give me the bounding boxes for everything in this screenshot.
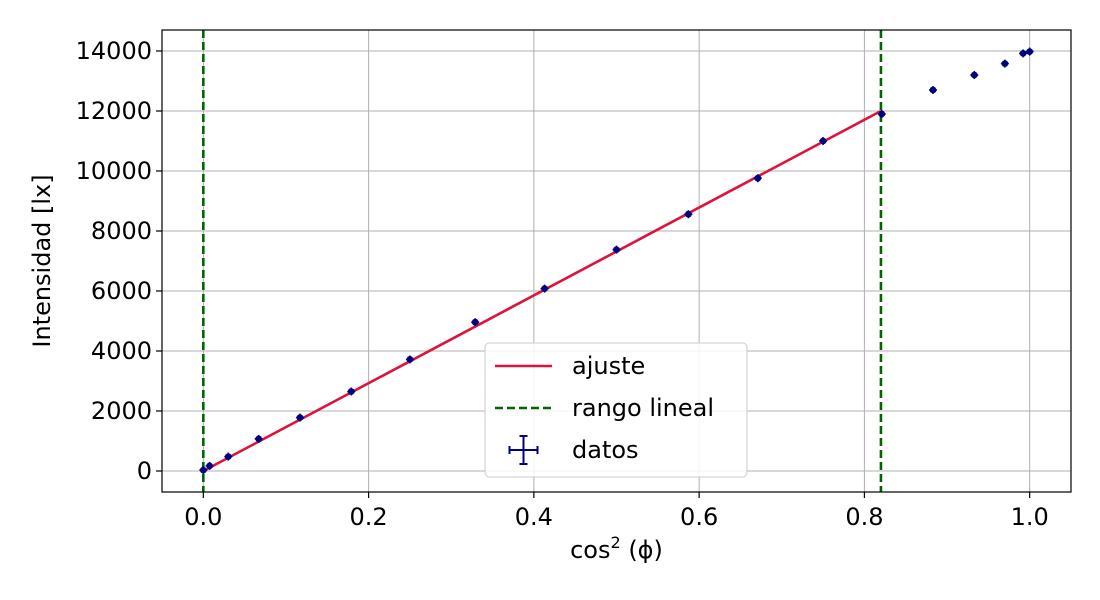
data-point xyxy=(1000,59,1009,68)
x-tick-label: 0.8 xyxy=(845,503,883,531)
data-point xyxy=(205,461,214,470)
grid-layer xyxy=(162,30,1071,492)
legend: ajuste rango lineal datos xyxy=(484,342,748,478)
legend-box xyxy=(484,342,748,478)
data-point xyxy=(928,86,937,94)
x-axis-label-rest: (ϕ) xyxy=(621,536,663,564)
x-ticks: 0.0 0.2 0.4 0.6 0.8 1.0 xyxy=(184,492,1049,531)
legend-handle-data xyxy=(508,435,539,465)
y-tick-label: 12000 xyxy=(76,97,152,125)
y-tick-label: 14000 xyxy=(76,37,152,65)
plot-frame xyxy=(161,29,1072,493)
legend-label-fit: ajuste xyxy=(572,352,645,380)
y-axis-label: Intensidad [lx] xyxy=(28,174,56,347)
data-point xyxy=(970,71,979,79)
x-axis-label: cos2 (ϕ) xyxy=(570,533,663,564)
y-tick-label: 2000 xyxy=(91,397,152,425)
fit-layer xyxy=(202,109,882,473)
data-point xyxy=(684,210,693,219)
data-point xyxy=(254,434,263,443)
data-point xyxy=(877,110,886,118)
legend-entries: ajuste rango lineal datos xyxy=(495,352,714,465)
data-point xyxy=(405,355,414,364)
x-axis-label-main: cos xyxy=(570,536,610,564)
x-tick-label: 0.4 xyxy=(515,503,553,531)
data-point xyxy=(199,466,208,475)
data-point xyxy=(347,387,356,396)
y-tick-label: 0 xyxy=(137,457,152,485)
x-axis-label-sup: 2 xyxy=(611,533,621,552)
data-point xyxy=(753,174,762,183)
data-point xyxy=(1025,47,1034,56)
y-ticks: 0 2000 4000 6000 8000 10000 12000 14000 xyxy=(76,37,162,485)
fit-line xyxy=(202,109,882,473)
x-tick-label: 0.0 xyxy=(184,503,222,531)
y-tick-label: 4000 xyxy=(91,337,152,365)
vline-layer xyxy=(202,30,883,492)
x-tick-label: 0.2 xyxy=(350,503,388,531)
data-point xyxy=(1019,49,1028,58)
legend-label-range: rango lineal xyxy=(572,394,714,422)
data-point xyxy=(224,452,233,461)
x-tick-label: 0.6 xyxy=(680,503,718,531)
y-tick-label: 8000 xyxy=(91,217,152,245)
data-point xyxy=(540,284,549,293)
data-point xyxy=(612,245,621,254)
data-point xyxy=(471,318,480,327)
y-tick-label: 10000 xyxy=(76,157,152,185)
data-point xyxy=(296,413,305,422)
legend-label-data: datos xyxy=(572,436,639,464)
y-tick-label: 6000 xyxy=(91,277,152,305)
x-tick-label: 1.0 xyxy=(1011,503,1049,531)
points-layer xyxy=(199,47,1034,475)
data-point xyxy=(819,137,828,145)
